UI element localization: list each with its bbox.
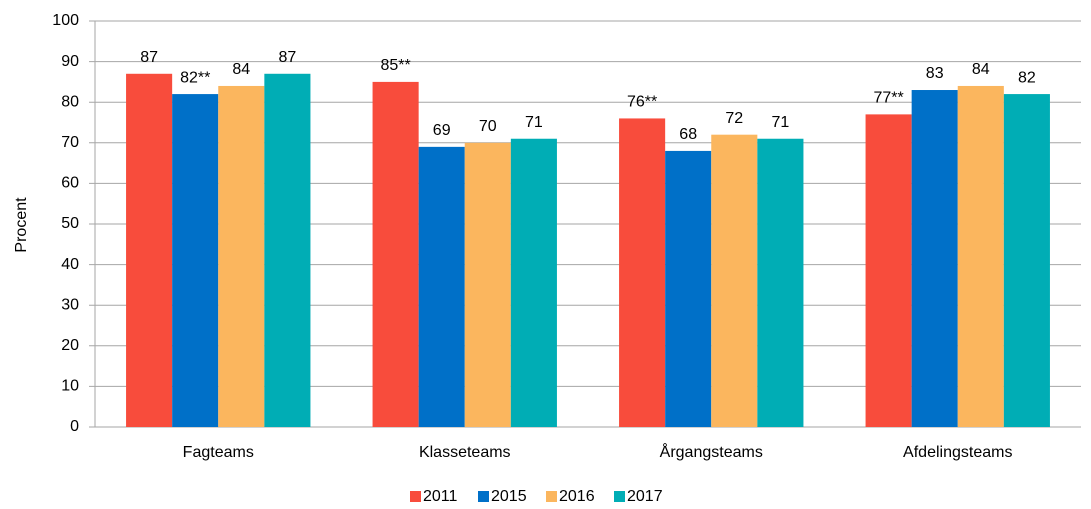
- data-label: 71: [771, 114, 789, 131]
- data-label: 68: [679, 126, 697, 143]
- data-label: 82**: [180, 69, 210, 86]
- x-tick-label: Klasseteams: [419, 444, 511, 461]
- legend-label: 2011: [423, 488, 458, 505]
- bar: [464, 142, 511, 428]
- legend-label: 2016: [559, 488, 595, 505]
- y-tick-label: 60: [61, 175, 79, 192]
- bar: [665, 150, 712, 428]
- x-tick-label: Årgangsteams: [660, 442, 763, 461]
- bar: [372, 81, 419, 428]
- data-label: 72: [725, 110, 743, 127]
- y-tick-label: 80: [61, 93, 79, 110]
- data-label: 87: [140, 49, 158, 66]
- y-tick-label: 0: [70, 418, 79, 435]
- x-tick-label: Afdelingsteams: [903, 444, 1012, 461]
- legend-label: 2015: [491, 488, 527, 505]
- y-tick-label: 90: [61, 53, 79, 70]
- legend-swatch: [478, 491, 489, 502]
- data-label: 85**: [380, 57, 410, 74]
- legend-swatch: [410, 491, 421, 502]
- bar: [126, 73, 173, 427]
- data-label: 84: [232, 61, 250, 78]
- y-axis-label: Procent: [13, 197, 30, 253]
- x-tick-label: Fagteams: [183, 444, 254, 461]
- legend-swatch: [614, 491, 625, 502]
- bar: [510, 138, 557, 428]
- data-label: 71: [525, 114, 543, 131]
- bar: [218, 85, 265, 428]
- data-label: 77**: [873, 90, 903, 107]
- y-tick-label: 30: [61, 296, 79, 313]
- data-label: 70: [479, 118, 497, 135]
- data-label: 83: [926, 65, 944, 82]
- data-label: 84: [972, 61, 990, 78]
- y-tick-label: 10: [61, 378, 79, 395]
- data-label: 87: [278, 49, 296, 66]
- legend-swatch: [546, 491, 557, 502]
- y-tick-label: 100: [52, 12, 79, 29]
- data-label: 76**: [627, 94, 657, 111]
- bar: [418, 146, 465, 428]
- y-tick-label: 20: [61, 337, 79, 354]
- bar: [757, 138, 804, 428]
- y-tick-label: 50: [61, 215, 79, 232]
- bar: [911, 90, 958, 428]
- bar: [264, 73, 311, 427]
- bar: [957, 85, 1004, 428]
- bar: [172, 94, 219, 427]
- bar: [619, 118, 666, 427]
- y-tick-label: 70: [61, 134, 79, 151]
- y-tick-label: 40: [61, 256, 79, 273]
- data-label: 69: [433, 122, 451, 139]
- data-label: 82: [1018, 69, 1036, 86]
- bar: [865, 114, 912, 427]
- bar: [711, 134, 758, 427]
- legend-label: 2017: [627, 488, 663, 505]
- bar: [1003, 94, 1050, 427]
